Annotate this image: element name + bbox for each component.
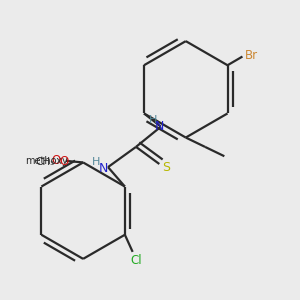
Text: Cl: Cl: [130, 254, 142, 267]
Text: H: H: [149, 116, 157, 125]
Text: N: N: [98, 162, 108, 175]
Text: O: O: [51, 154, 60, 167]
Text: O: O: [60, 155, 69, 168]
Text: methoxy: methoxy: [25, 156, 68, 166]
Text: S: S: [162, 161, 170, 174]
Text: Br: Br: [245, 49, 258, 62]
Text: N: N: [154, 120, 164, 133]
Text: H: H: [92, 157, 100, 166]
Text: CH₃: CH₃: [35, 157, 55, 167]
